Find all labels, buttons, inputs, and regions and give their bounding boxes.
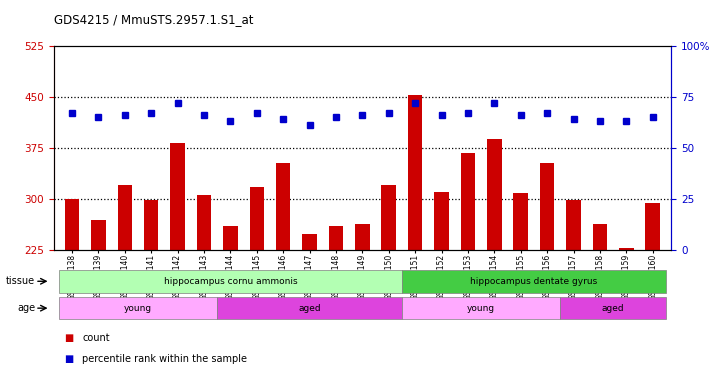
Bar bbox=[65, 199, 79, 384]
Bar bbox=[197, 195, 211, 384]
Bar bbox=[59, 297, 217, 319]
Bar bbox=[645, 204, 660, 384]
Text: GDS4215 / MmuSTS.2957.1.S1_at: GDS4215 / MmuSTS.2957.1.S1_at bbox=[54, 13, 253, 26]
Bar bbox=[402, 270, 666, 293]
Bar bbox=[59, 270, 402, 293]
Bar bbox=[118, 185, 132, 384]
Text: hippocampus dentate gyrus: hippocampus dentate gyrus bbox=[471, 277, 598, 286]
Text: age: age bbox=[17, 303, 35, 313]
Text: ■: ■ bbox=[64, 333, 74, 343]
Bar bbox=[619, 248, 633, 384]
Bar bbox=[402, 297, 560, 319]
Bar bbox=[540, 164, 554, 384]
Text: young: young bbox=[124, 304, 152, 313]
Text: aged: aged bbox=[602, 304, 625, 313]
Bar bbox=[144, 200, 159, 384]
Text: hippocampus cornu ammonis: hippocampus cornu ammonis bbox=[164, 277, 297, 286]
Bar bbox=[276, 164, 291, 384]
Text: young: young bbox=[467, 304, 496, 313]
Bar bbox=[513, 193, 528, 384]
Bar bbox=[593, 225, 607, 384]
Bar bbox=[560, 297, 666, 319]
Bar bbox=[355, 225, 370, 384]
Bar bbox=[566, 200, 580, 384]
Text: ■: ■ bbox=[64, 354, 74, 364]
Bar bbox=[249, 187, 264, 384]
Bar bbox=[91, 220, 106, 384]
Bar bbox=[328, 226, 343, 384]
Bar bbox=[461, 152, 476, 384]
Bar bbox=[217, 297, 402, 319]
Text: percentile rank within the sample: percentile rank within the sample bbox=[82, 354, 247, 364]
Text: tissue: tissue bbox=[6, 276, 35, 286]
Bar bbox=[434, 192, 449, 384]
Bar bbox=[487, 139, 501, 384]
Bar bbox=[408, 95, 423, 384]
Text: count: count bbox=[82, 333, 110, 343]
Bar bbox=[381, 185, 396, 384]
Bar bbox=[223, 226, 238, 384]
Bar bbox=[171, 143, 185, 384]
Bar bbox=[302, 234, 317, 384]
Text: aged: aged bbox=[298, 304, 321, 313]
